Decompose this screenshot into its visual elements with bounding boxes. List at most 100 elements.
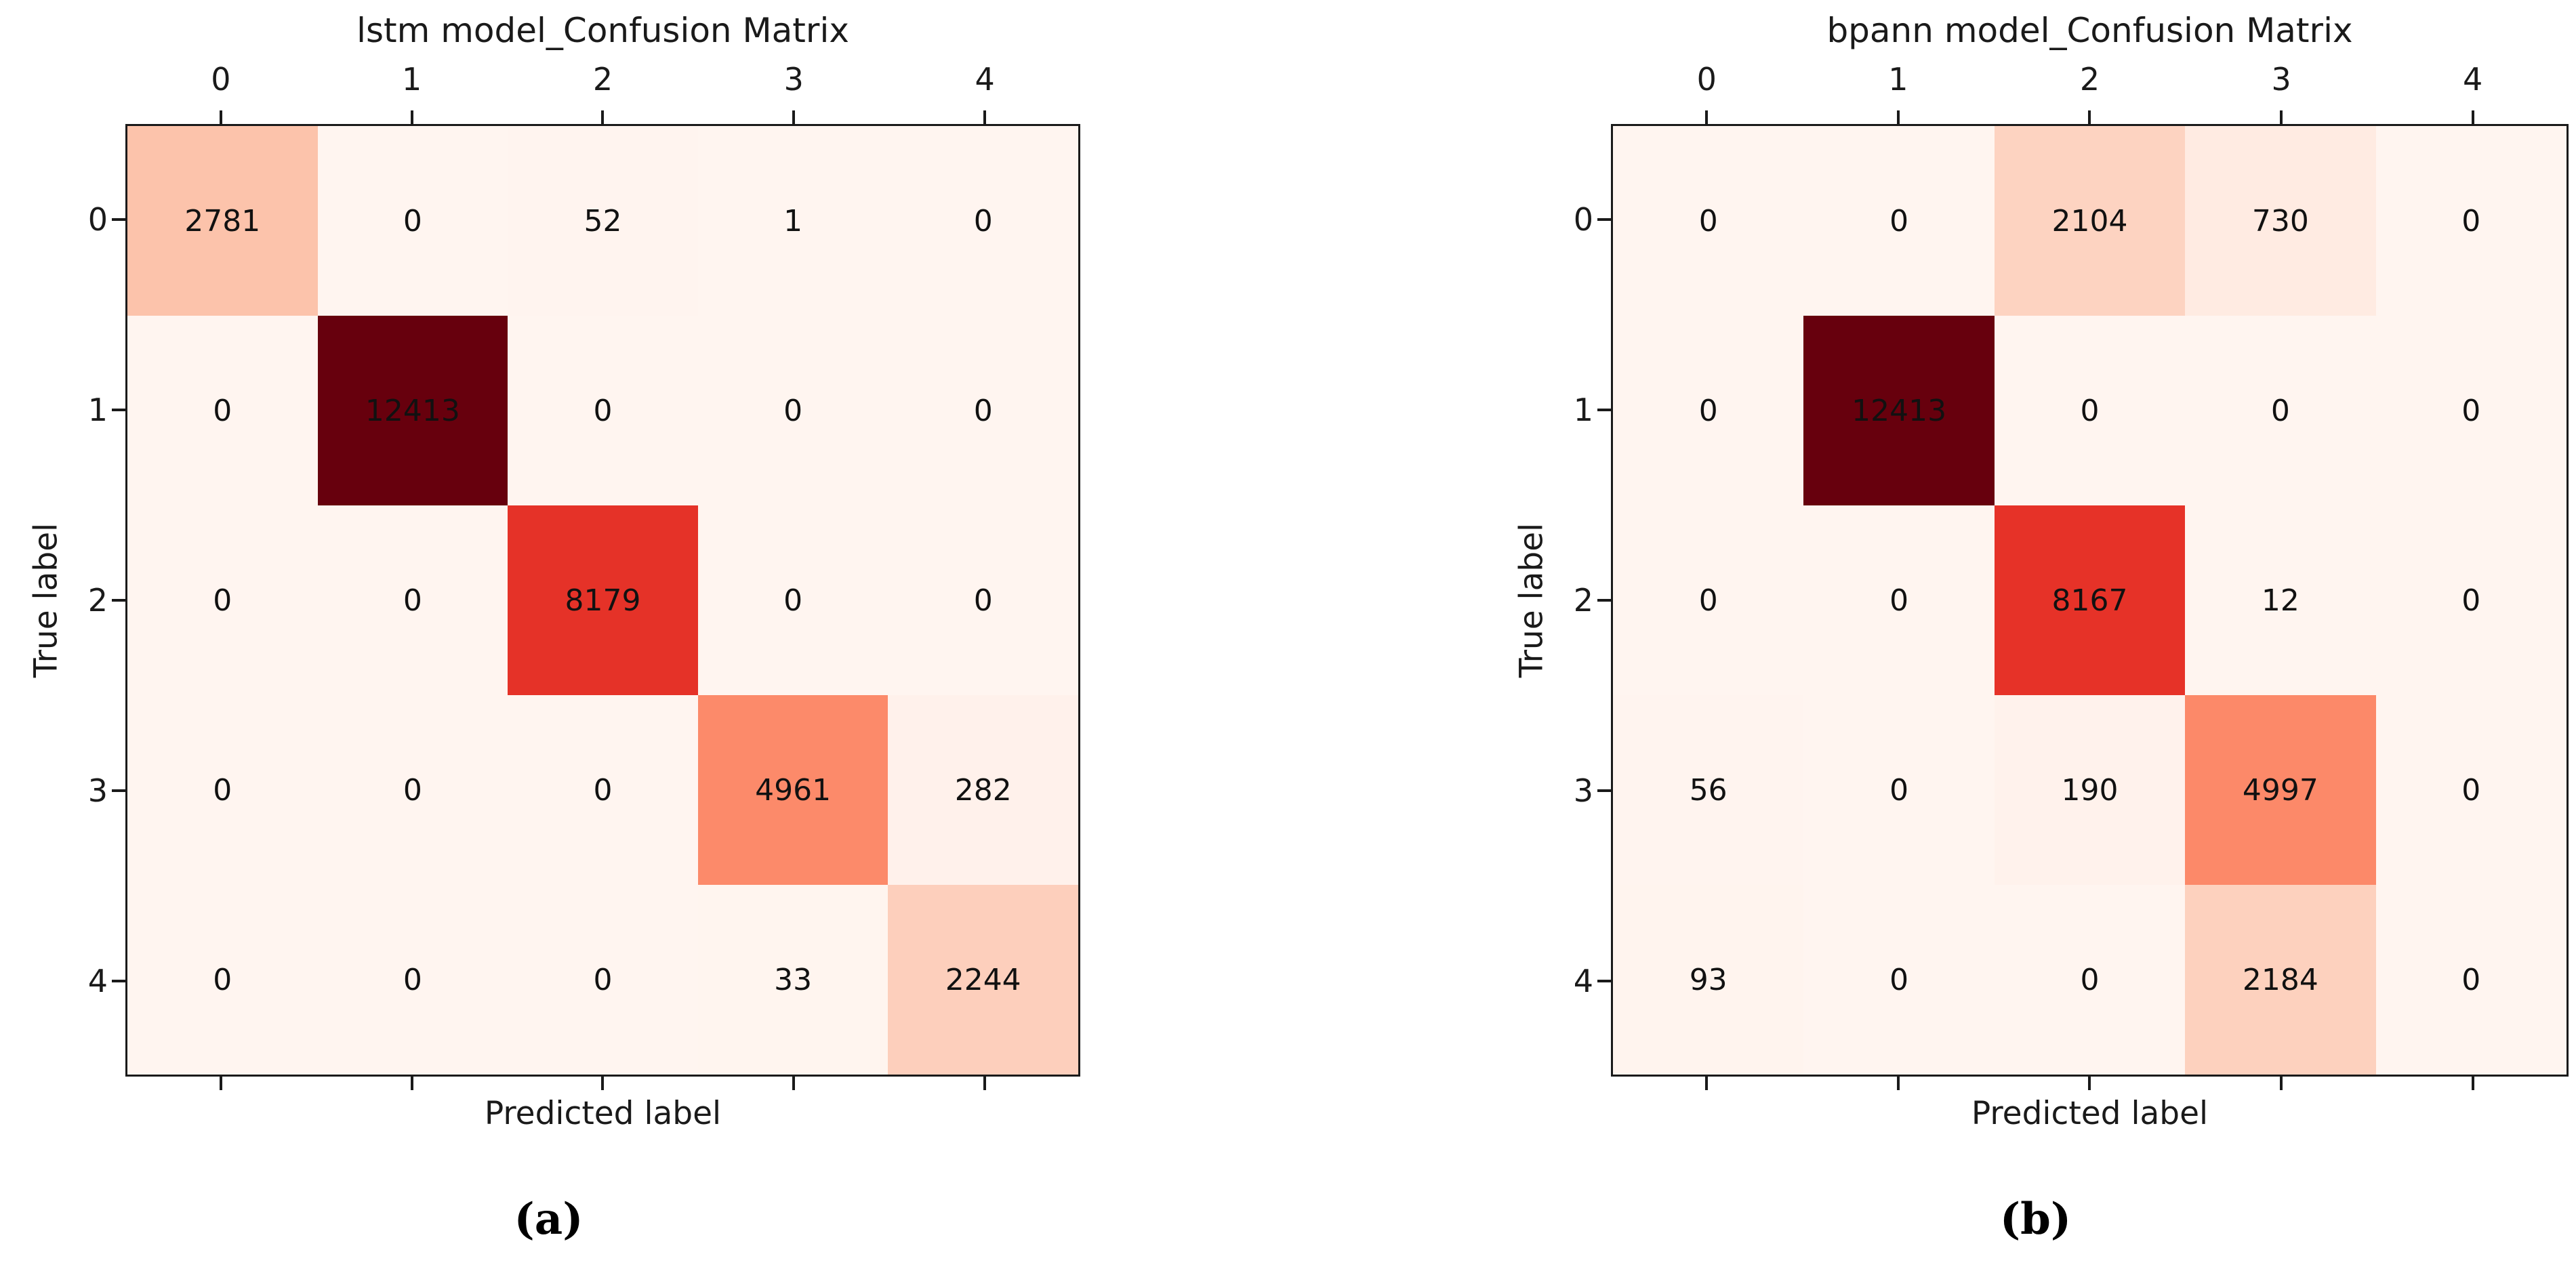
subfigure-caption: (a) xyxy=(514,1194,584,1245)
x-tick-labels: 0 1 2 3 4 xyxy=(125,56,1080,95)
matrix-cell: 0 xyxy=(127,695,318,885)
matrix-cell: 0 xyxy=(2185,316,2376,505)
matrix-cell: 0 xyxy=(317,126,508,316)
subfigure-caption: (b) xyxy=(1999,1194,2072,1245)
matrix-cell: 282 xyxy=(888,695,1078,885)
tick-mark xyxy=(1896,1077,1900,1090)
y-tick-label: 3 xyxy=(1573,772,1593,810)
tick-mark xyxy=(112,217,125,221)
chart-title: lstm model_Confusion Matrix xyxy=(356,11,849,50)
matrix-cell: 0 xyxy=(127,885,318,1075)
tick-mark xyxy=(601,1077,605,1090)
tick-mark xyxy=(1597,598,1611,602)
matrix-cell: 0 xyxy=(1613,316,1804,505)
y-tick-marks xyxy=(112,124,125,1077)
y-tick-label: 2 xyxy=(1573,581,1593,619)
matrix-cell: 4997 xyxy=(2185,695,2376,885)
confusion-matrix-grid: 0 0 2104 730 0 0 12413 0 0 0 0 0 8167 12 0 56 0 190 4997 0 9… xyxy=(1611,124,2569,1077)
matrix-cell: 0 xyxy=(1803,505,1995,695)
y-tick-label: 2 xyxy=(87,581,108,619)
tick-mark xyxy=(2280,110,2283,124)
matrix-cell: 12 xyxy=(2185,505,2376,695)
matrix-cell: 0 xyxy=(2375,316,2567,505)
y-axis-label: True label xyxy=(1513,522,1551,678)
x-tick-label: 4 xyxy=(2463,61,2483,98)
matrix-cell: 8167 xyxy=(1994,505,2186,695)
tick-mark xyxy=(1597,408,1611,411)
tick-mark xyxy=(1705,110,1709,124)
y-tick-label: 4 xyxy=(87,963,108,1000)
x-tick-label: 0 xyxy=(1696,61,1717,98)
x-tick-marks-top xyxy=(125,110,1080,124)
matrix-cell: 2781 xyxy=(127,126,318,316)
confusion-matrix-grid: 2781 0 52 1 0 0 12413 0 0 0 0 0 8179 0 0 0 0 0 4961 282 0 0 0 3… xyxy=(125,124,1080,1077)
matrix-cell: 52 xyxy=(508,126,698,316)
y-tick-label: 0 xyxy=(87,201,108,238)
tick-mark xyxy=(112,789,125,793)
tick-mark xyxy=(410,1077,413,1090)
matrix-cell: 0 xyxy=(697,505,888,695)
matrix-cell: 12413 xyxy=(1803,316,1995,505)
matrix-cell: 2244 xyxy=(888,885,1078,1075)
y-tick-label: 4 xyxy=(1573,963,1593,1000)
matrix-cell: 0 xyxy=(1994,316,2186,505)
matrix-cell: 730 xyxy=(2185,126,2376,316)
tick-mark xyxy=(1597,789,1611,793)
x-tick-label: 3 xyxy=(2271,61,2291,98)
tick-mark xyxy=(792,110,796,124)
tick-mark xyxy=(983,1077,987,1090)
x-tick-marks-bottom xyxy=(125,1077,1080,1090)
tick-mark xyxy=(1705,1077,1709,1090)
matrix-cell: 12413 xyxy=(317,316,508,505)
tick-mark xyxy=(1597,980,1611,983)
x-tick-marks-top xyxy=(1611,110,2569,124)
tick-mark xyxy=(112,980,125,983)
y-tick-labels: 0 1 2 3 4 xyxy=(67,124,108,1077)
tick-mark xyxy=(219,110,222,124)
matrix-cell: 0 xyxy=(1803,885,1995,1075)
matrix-cell: 0 xyxy=(1803,695,1995,885)
y-tick-marks xyxy=(1597,124,1611,1077)
matrix-cell: 2184 xyxy=(2185,885,2376,1075)
matrix-cell: 0 xyxy=(888,505,1078,695)
matrix-cell: 0 xyxy=(697,316,888,505)
matrix-cell: 0 xyxy=(127,505,318,695)
x-tick-label: 0 xyxy=(211,61,231,98)
matrix-cell: 0 xyxy=(2375,885,2567,1075)
x-axis-label: Predicted label xyxy=(484,1095,722,1132)
matrix-cell: 0 xyxy=(888,126,1078,316)
y-tick-label: 0 xyxy=(1573,201,1593,238)
tick-mark xyxy=(2471,1077,2474,1090)
x-tick-label: 3 xyxy=(783,61,804,98)
tick-mark xyxy=(1896,110,1900,124)
x-tick-labels: 0 1 2 3 4 xyxy=(1611,56,2569,95)
tick-mark xyxy=(2088,110,2091,124)
y-tick-labels: 0 1 2 3 4 xyxy=(1553,124,1593,1077)
matrix-cell: 0 xyxy=(1803,126,1995,316)
matrix-cell: 56 xyxy=(1613,695,1804,885)
matrix-cell: 33 xyxy=(697,885,888,1075)
tick-mark xyxy=(2471,110,2474,124)
tick-mark xyxy=(410,110,413,124)
tick-mark xyxy=(112,598,125,602)
x-tick-label: 2 xyxy=(2079,61,2100,98)
tick-mark xyxy=(1597,217,1611,221)
matrix-cell: 0 xyxy=(317,885,508,1075)
y-tick-label: 3 xyxy=(87,772,108,810)
x-tick-label: 1 xyxy=(402,61,422,98)
matrix-cell: 0 xyxy=(2375,505,2567,695)
matrix-cell: 0 xyxy=(508,885,698,1075)
matrix-cell: 0 xyxy=(508,695,698,885)
matrix-cell: 93 xyxy=(1613,885,1804,1075)
matrix-cell: 0 xyxy=(317,505,508,695)
matrix-cell: 4961 xyxy=(697,695,888,885)
matrix-cell: 0 xyxy=(508,316,698,505)
x-tick-label: 1 xyxy=(1888,61,1908,98)
tick-mark xyxy=(112,408,125,411)
matrix-cell: 0 xyxy=(1613,126,1804,316)
chart-title: bpann model_Confusion Matrix xyxy=(1826,11,2353,50)
matrix-cell: 0 xyxy=(1613,505,1804,695)
matrix-cell: 0 xyxy=(317,695,508,885)
matrix-cell: 0 xyxy=(888,316,1078,505)
matrix-cell: 2104 xyxy=(1994,126,2186,316)
